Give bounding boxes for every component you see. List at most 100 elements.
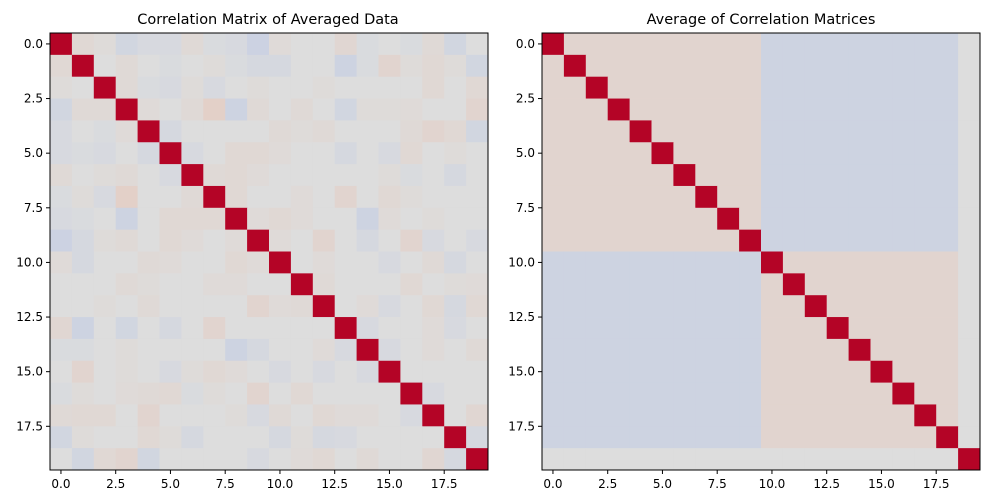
heatmap-cell [334,120,357,143]
heatmap-cell [181,120,204,143]
heatmap-cell [269,251,292,274]
heatmap-cell [269,448,292,471]
heatmap-cell [71,317,95,340]
x-tick-label: 15.0 [868,477,895,491]
heatmap-cell [936,98,959,121]
heatmap-cell [400,120,423,143]
heatmap-cell [444,142,467,165]
heatmap-cell [870,33,893,56]
y-tick-label: 15.0 [508,365,535,379]
heatmap-cell [444,164,467,187]
heatmap-cell [290,54,314,78]
heatmap-cell [312,33,336,56]
heatmap-cell [115,98,138,121]
heatmap-cell [400,54,423,78]
heatmap-cell [870,164,893,187]
heatmap-cell [848,251,871,274]
heatmap-cell [717,426,740,449]
heatmap-cell [378,54,401,78]
heatmap-cell [542,448,565,471]
heatmap-cell [892,360,915,383]
heatmap-cell [137,251,160,274]
heatmap-cell [93,426,117,449]
heatmap-cell [563,251,587,274]
heatmap-cell [225,295,248,318]
heatmap-cell [247,142,270,165]
heatmap-cell [563,33,587,56]
x-tick-label: 17.5 [923,477,950,491]
heatmap-cell [695,426,718,449]
x-tick-label: 12.5 [813,477,840,491]
heatmap-cell [356,76,379,99]
heatmap-cell [542,98,565,121]
heatmap-cell [936,426,959,449]
heatmap-cell [159,382,182,405]
heatmap-cell [203,273,226,296]
heatmap-cell [93,295,117,318]
heatmap-cell [848,120,871,143]
heatmap-cell [563,229,587,252]
heatmap-cell [673,229,696,252]
heatmap-cell [115,142,138,165]
heatmap-cell [181,295,204,318]
heatmap-cell [892,338,915,362]
heatmap-cell [247,120,270,143]
heatmap-cell [563,142,587,165]
heatmap-cell [137,360,160,383]
heatmap-cell [93,76,117,99]
heatmap-cell [400,273,423,296]
heatmap-cell [542,76,565,99]
heatmap-cell [717,448,740,471]
heatmap-cell [826,251,849,274]
heatmap-cell [826,338,849,362]
heatmap-cell [870,98,893,121]
heatmap-cell [739,404,762,427]
heatmap-cell [225,98,248,121]
heatmap-cell [848,295,871,318]
heatmap-cells [542,33,981,471]
heatmap-cell [717,33,740,56]
heatmap-cell [958,295,981,318]
heatmap-cell [312,120,336,143]
heatmap-cell [71,33,95,56]
heatmap-cell [159,426,182,449]
heatmap-cell [378,251,401,274]
heatmap-cell [181,382,204,405]
heatmap-cell [585,33,609,56]
heatmap-cell [247,295,270,318]
heatmap-cell [312,164,336,187]
heatmap-cell [466,404,489,427]
y-tick-label: 10.0 [508,255,535,269]
heatmap-cell [225,273,248,296]
y-tick-label: 15.0 [16,365,43,379]
heatmap-cell [914,295,937,318]
heatmap-panel-averaged-data: Correlation Matrix of Averaged Data 0.0 2… [16,12,489,491]
heatmap-cell [892,207,915,231]
heatmap-cell [607,338,630,362]
heatmap-cell [848,54,871,78]
heatmap-cell [181,229,204,252]
heatmap-cell [71,295,95,318]
heatmap-cell [717,273,740,296]
heatmap-cell [717,317,740,340]
heatmap-cell [269,33,292,56]
heatmap-cell [356,317,379,340]
heatmap-cell [466,76,489,99]
heatmap-cell [93,120,117,143]
heatmap-cell [400,338,423,362]
heatmap-cell [563,382,587,405]
heatmap-cell [761,404,784,427]
heatmap-cell [71,229,95,252]
heatmap-cell [739,317,762,340]
heatmap-cell [422,382,445,405]
heatmap-cell [804,98,828,121]
heatmap-cell [400,382,423,405]
heatmap-cell [826,382,849,405]
heatmap-cell [466,54,489,78]
heatmap-cell [137,76,160,99]
heatmap-cell [378,120,401,143]
heatmap-cell [93,273,117,296]
heatmap-cell [312,317,336,340]
heatmap-cell [159,295,182,318]
